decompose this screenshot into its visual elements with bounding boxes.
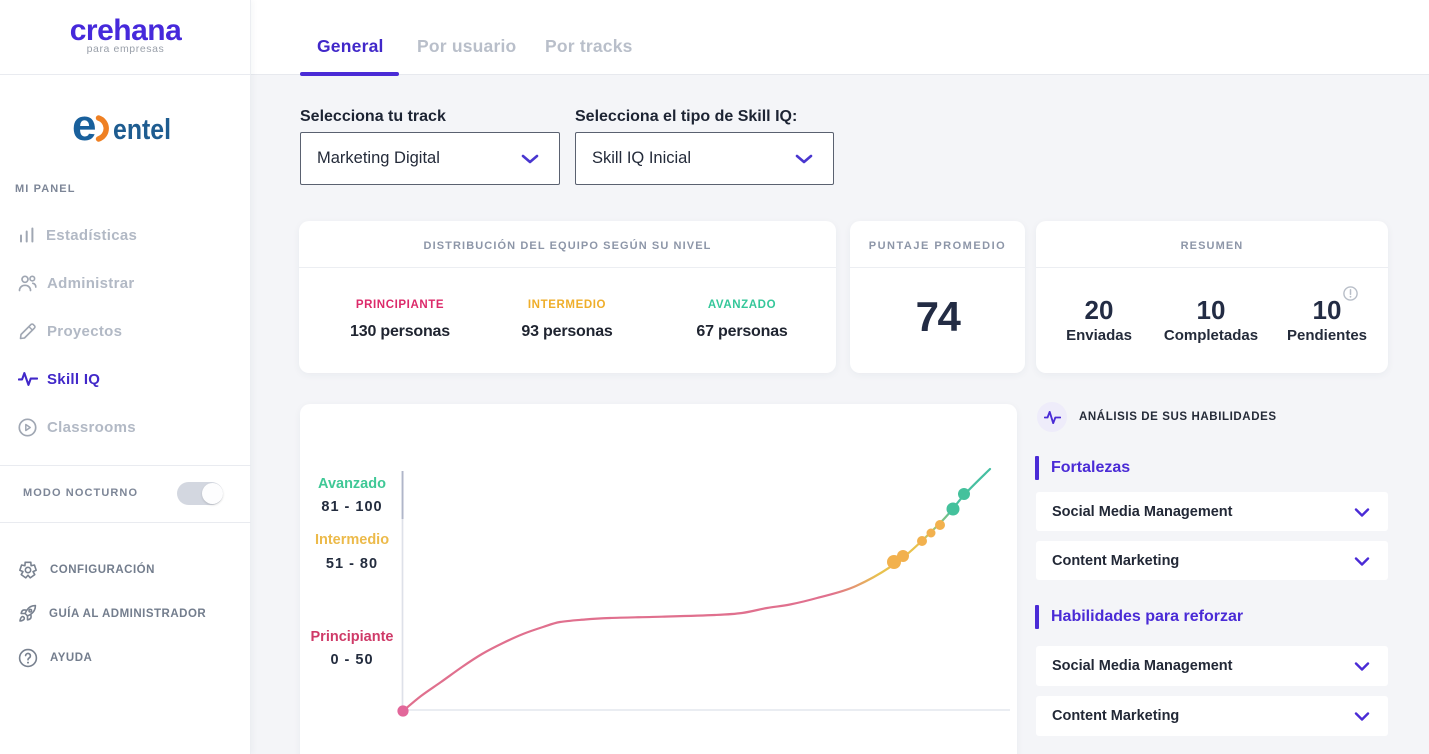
svg-text:81 - 100: 81 - 100 <box>321 499 382 515</box>
svg-text:Avanzado: Avanzado <box>318 476 386 492</box>
svg-text:51 - 80: 51 - 80 <box>326 556 378 572</box>
svg-text:e: e <box>72 108 96 148</box>
svg-text:Principiante: Principiante <box>311 629 394 645</box>
svg-text:entel: entel <box>113 114 171 146</box>
svg-text:Intermedio: Intermedio <box>315 532 389 548</box>
svg-text:0 - 50: 0 - 50 <box>330 652 373 668</box>
